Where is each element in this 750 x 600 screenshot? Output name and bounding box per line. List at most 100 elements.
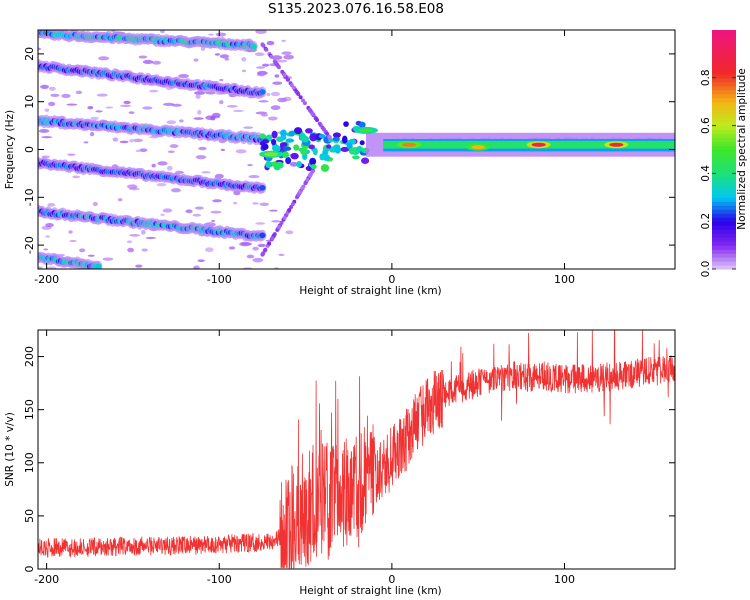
colorbar-cell	[712, 253, 736, 258]
heatmap-hotspot	[531, 142, 546, 147]
colorbar-cell	[712, 145, 736, 151]
heatmap-speckle	[303, 181, 308, 186]
heatmap-speckle	[220, 148, 226, 152]
heatmap-hotspot	[402, 142, 417, 147]
colorbar-tick-label: 0.0	[700, 261, 712, 278]
colorbar-cell	[712, 153, 736, 159]
colorbar-tick-label: 0.8	[700, 69, 712, 86]
colorbar-cell	[712, 193, 736, 198]
heatmap-speckle	[141, 248, 148, 252]
spectrogram-ytick-label: 10	[23, 95, 36, 109]
heatmap-speckle	[127, 247, 135, 253]
colorbar-cell	[712, 49, 736, 55]
colorbar-cell	[712, 57, 736, 63]
heatmap-speckle	[142, 106, 153, 110]
heatmap-speckle	[166, 165, 173, 171]
colorbar-cell	[712, 129, 736, 135]
heatmap-speckle	[40, 84, 49, 89]
colorbar-cell	[712, 97, 736, 103]
heatmap-speckle	[98, 56, 110, 61]
colorbar-cell	[712, 69, 736, 75]
colorbar-cell	[712, 41, 736, 47]
colorbar-cell	[712, 213, 736, 218]
heatmap-cell	[95, 263, 102, 269]
heatmap-speckle	[290, 202, 295, 207]
heatmap-cell	[259, 89, 266, 95]
heatmap-cell	[305, 128, 313, 134]
heatmap-speckle	[195, 155, 207, 160]
heatmap-speckle	[43, 248, 49, 251]
heatmap-cell	[359, 140, 365, 146]
heatmap-speckle	[285, 230, 294, 235]
colorbar-cell	[712, 133, 736, 139]
heatmap-cell	[310, 164, 317, 170]
heatmap-speckle	[197, 109, 202, 115]
heatmap-speckle	[271, 220, 281, 223]
colorbar-cell	[712, 229, 736, 234]
heatmap-speckle	[255, 222, 266, 225]
heatmap-speckle	[243, 126, 254, 129]
colorbar-cell	[712, 225, 736, 230]
heatmap-cell	[320, 164, 330, 172]
heatmap-speckle	[246, 254, 255, 259]
heatmap-speckle	[179, 119, 184, 123]
heatmap-speckle	[152, 60, 162, 65]
colorbar-cell	[712, 137, 736, 143]
heatmap-cell	[290, 152, 299, 160]
heatmap-speckle	[92, 201, 98, 207]
heatmap-speckle	[142, 59, 154, 65]
heatmap-speckle	[197, 259, 205, 262]
heatmap-speckle	[282, 216, 287, 221]
heatmap-speckle	[195, 94, 201, 99]
snr-series-line	[38, 330, 675, 569]
heatmap-speckle	[126, 184, 133, 189]
heatmap-speckle	[248, 175, 260, 179]
heatmap-speckle	[66, 103, 78, 106]
heatmap-cell	[343, 121, 349, 127]
heatmap-cell	[308, 144, 315, 150]
heatmap-speckle	[310, 111, 315, 116]
heatmap-speckle	[149, 89, 159, 93]
heatmap-speckle	[45, 223, 54, 228]
heatmap-speckle	[327, 134, 332, 139]
heatmap-speckle	[226, 105, 238, 108]
heatmap-speckle	[289, 161, 298, 167]
heatmap-speckle	[50, 93, 60, 97]
colorbar-cell	[712, 33, 736, 39]
colorbar-cell	[712, 81, 736, 87]
heatmap-speckle	[139, 148, 148, 153]
colorbar-cell	[712, 77, 736, 83]
heatmap-speckle	[260, 42, 265, 47]
heatmap-cell	[332, 136, 340, 142]
heatmap-cell	[283, 146, 292, 151]
colorbar-cell	[712, 177, 736, 182]
heatmap-speckle	[167, 150, 175, 154]
heatmap-speckle	[198, 146, 207, 151]
heatmap-cell	[280, 135, 287, 141]
heatmap-cell	[296, 161, 302, 168]
heatmap-speckle	[269, 54, 274, 59]
colorbar-tick-label: 0.4	[700, 165, 712, 182]
heatmap-speckle	[219, 54, 230, 59]
heatmap-speckle	[48, 101, 56, 107]
colorbar-cell	[712, 245, 736, 250]
heatmap-speckle	[166, 120, 177, 125]
heatmap-speckle	[235, 149, 247, 154]
colorbar-cell	[712, 241, 736, 246]
snr-ytick-label: 50	[23, 509, 36, 523]
colorbar-cell	[712, 109, 736, 115]
heatmap-cell	[265, 160, 272, 169]
heatmap-speckle	[194, 206, 204, 210]
heatmap-speckle	[72, 175, 80, 179]
heatmap-speckle	[279, 220, 284, 225]
colorbar-cell	[712, 89, 736, 95]
heatmap-cell	[322, 149, 329, 156]
heatmap-speckle	[264, 47, 269, 52]
heatmap-cell	[259, 232, 266, 239]
colorbar-cell	[712, 30, 736, 35]
heatmap-speckle	[266, 92, 271, 97]
heatmap-speckle	[283, 54, 294, 60]
colorbar-cell	[712, 257, 736, 262]
